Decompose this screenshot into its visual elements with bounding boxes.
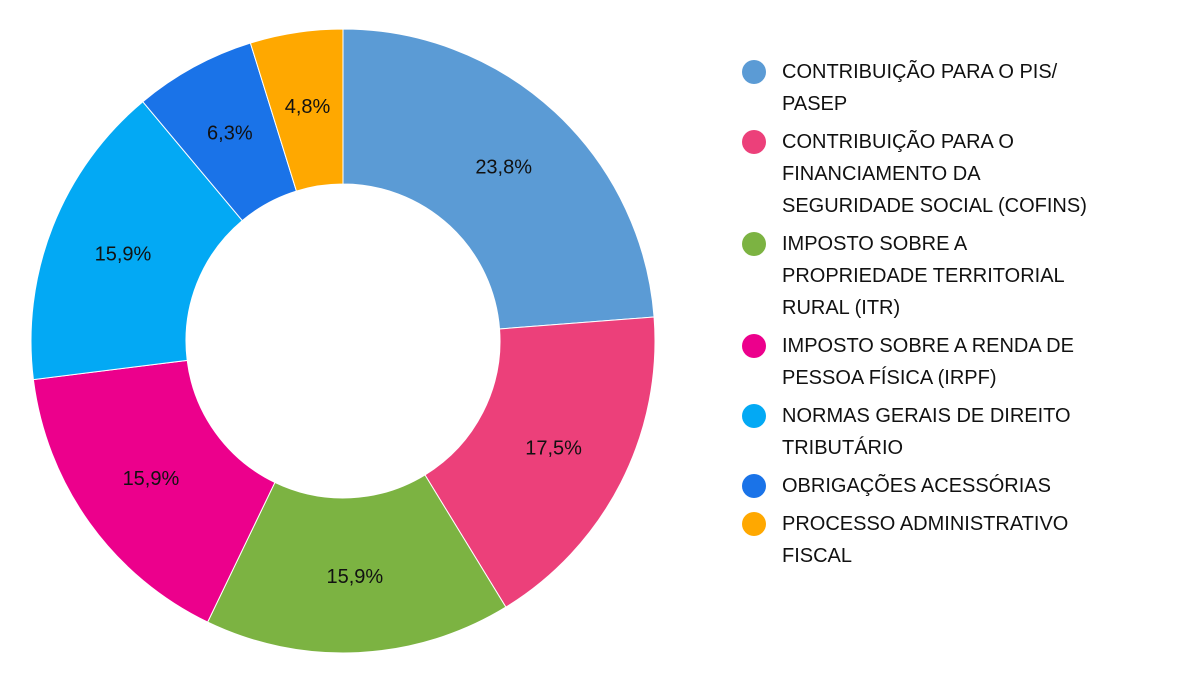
slice-value-label-6: 6,3% bbox=[207, 122, 253, 144]
legend-label: NORMAS GERAIS DE DIREITO TRIBUTÁRIO bbox=[782, 400, 1172, 464]
legend-swatch-icon bbox=[742, 512, 766, 536]
slice-3 bbox=[206, 474, 507, 654]
legend: CONTRIBUIÇÃO PARA O PIS/PASEP CONTRIBUIÇÃ… bbox=[742, 56, 1182, 578]
slice-1 bbox=[342, 28, 655, 330]
legend-label: PROCESSO ADMINISTRATIVO FISCAL bbox=[782, 508, 1172, 572]
slice-5 bbox=[30, 101, 243, 381]
legend-item-7: PROCESSO ADMINISTRATIVO FISCAL bbox=[742, 508, 1182, 572]
legend-label-line: PROPRIEDADE TERRITORIAL bbox=[782, 265, 1065, 287]
legend-label-line: SEGURIDADE SOCIAL (COFINS) bbox=[782, 195, 1087, 217]
slice-7 bbox=[249, 28, 344, 192]
legend-label-line: NORMAS GERAIS DE DIREITO bbox=[782, 405, 1071, 427]
slice-value-label-1: 23,8% bbox=[475, 156, 532, 178]
slice-2 bbox=[424, 316, 656, 608]
slice-value-label-4: 15,9% bbox=[123, 468, 180, 490]
legend-label-line: IMPOSTO SOBRE A bbox=[782, 233, 968, 255]
legend-swatch-icon bbox=[742, 334, 766, 358]
legend-item-2: CONTRIBUIÇÃO PARA O FINANCIAMENTO DA SEGUR… bbox=[742, 126, 1182, 222]
slice-value-label-2: 17,5% bbox=[525, 438, 582, 460]
legend-item-1: CONTRIBUIÇÃO PARA O PIS/PASEP bbox=[742, 56, 1182, 120]
legend-swatch-icon bbox=[742, 130, 766, 154]
legend-swatch-icon bbox=[742, 474, 766, 498]
legend-label-line: TRIBUTÁRIO bbox=[782, 437, 904, 459]
slice-value-label-5: 15,9% bbox=[95, 243, 152, 265]
slice-value-label-3: 15,9% bbox=[327, 566, 384, 588]
legend-label: OBRIGAÇÕES ACESSÓRIAS bbox=[782, 470, 1172, 502]
legend-label: CONTRIBUIÇÃO PARA O PIS/PASEP bbox=[782, 56, 1172, 120]
legend-label-line: PASEP bbox=[782, 93, 848, 115]
legend-label-line: CONTRIBUIÇÃO PARA O bbox=[782, 131, 1014, 153]
legend-item-6: OBRIGAÇÕES ACESSÓRIAS bbox=[742, 470, 1182, 502]
legend-swatch-icon bbox=[742, 232, 766, 256]
legend-swatch-icon bbox=[742, 404, 766, 428]
legend-swatch-icon bbox=[742, 60, 766, 84]
legend-label: CONTRIBUIÇÃO PARA O FINANCIAMENTO DA SEGUR… bbox=[782, 126, 1172, 222]
legend-label-line: IMPOSTO SOBRE A RENDA DE bbox=[782, 335, 1074, 357]
slice-group bbox=[30, 28, 656, 654]
legend-label-line: OBRIGAÇÕES ACESSÓRIAS bbox=[782, 475, 1051, 497]
legend-item-3: IMPOSTO SOBRE A PROPRIEDADE TERRITORIAL RU… bbox=[742, 228, 1182, 324]
legend-label-line: RURAL (ITR) bbox=[782, 297, 901, 319]
slice-label-group: 23,8% 17,5% 15,9% 15,9% 15,9% 6,3% 4,8% bbox=[95, 96, 583, 588]
legend-label-line: PROCESSO ADMINISTRATIVO bbox=[782, 513, 1069, 535]
legend-item-4: IMPOSTO SOBRE A RENDA DE PESSOA FÍSICA (I… bbox=[742, 330, 1182, 394]
legend-label: IMPOSTO SOBRE A PROPRIEDADE TERRITORIAL RU… bbox=[782, 228, 1172, 324]
legend-label-line: CONTRIBUIÇÃO PARA O PIS/ bbox=[782, 61, 1058, 83]
legend-label-line: FINANCIAMENTO DA bbox=[782, 163, 981, 185]
legend-item-5: NORMAS GERAIS DE DIREITO TRIBUTÁRIO bbox=[742, 400, 1182, 464]
slice-4 bbox=[32, 359, 276, 623]
donut-plot: 23,8% 17,5% 15,9% 15,9% 15,9% 6,3% 4,8% bbox=[30, 28, 656, 654]
slice-value-label-7: 4,8% bbox=[285, 96, 331, 118]
legend-label: IMPOSTO SOBRE A RENDA DE PESSOA FÍSICA (I… bbox=[782, 330, 1172, 394]
legend-label-line: FISCAL bbox=[782, 545, 853, 567]
legend-label-line: PESSOA FÍSICA (IRPF) bbox=[782, 367, 997, 389]
